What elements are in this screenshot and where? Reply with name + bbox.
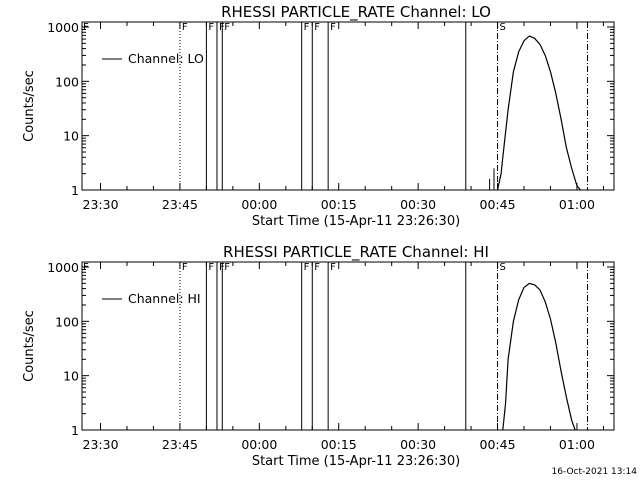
flag-label: F xyxy=(304,22,310,33)
x-tick-label: 23:30 xyxy=(83,437,119,452)
flag-label: F xyxy=(224,262,230,273)
x-tick-label: 23:45 xyxy=(162,197,198,212)
footer-timestamp: 16-Oct-2021 13:14 xyxy=(552,467,638,477)
y-tick-label: 10 xyxy=(63,369,79,384)
flag-label: F xyxy=(330,262,336,273)
x-tick-label: 01:00 xyxy=(559,437,595,452)
y-axis-label: Counts/sec xyxy=(22,310,37,382)
x-tick-label: 00:45 xyxy=(480,437,516,452)
y-tick-label: 10 xyxy=(63,129,79,144)
x-tick-label: 23:45 xyxy=(162,437,198,452)
chart-title: RHESSI PARTICLE_RATE Channel: HI xyxy=(223,243,489,262)
x-tick-label: 23:30 xyxy=(83,197,119,212)
y-tick-label: 1 xyxy=(71,183,79,198)
x-tick-label: 00:30 xyxy=(400,437,436,452)
y-tick-label: 1000 xyxy=(47,20,79,35)
x-tick-label: 00:15 xyxy=(321,437,357,452)
legend-label: Channel: HI xyxy=(128,291,201,306)
y-tick-label: 1 xyxy=(71,423,79,438)
y-axis-label: Counts/sec xyxy=(22,70,37,142)
chart-title: RHESSI PARTICLE_RATE Channel: LO xyxy=(221,3,491,22)
y-tick-label: 1000 xyxy=(47,260,79,275)
flag-label: S xyxy=(500,22,506,33)
x-axis-label: Start Time (15-Apr-11 23:26:30) xyxy=(252,454,460,469)
plot-frame xyxy=(81,261,615,431)
flag-label: F xyxy=(208,22,214,33)
flag-label: F xyxy=(330,22,336,33)
flag-label: F xyxy=(208,262,214,273)
x-tick-label: 00:00 xyxy=(241,197,277,212)
x-tick-label: 00:45 xyxy=(480,197,516,212)
x-axis-label: Start Time (15-Apr-11 23:26:30) xyxy=(252,214,460,229)
y-tick-label: 100 xyxy=(55,74,79,89)
flag-label: F xyxy=(182,262,188,273)
flag-label: F xyxy=(314,22,320,33)
chart-panel-lo: RHESSI PARTICLE_RATE Channel: LO 1 10 100 10… xyxy=(22,3,615,229)
series-line xyxy=(496,35,581,191)
x-tick-label: 00:15 xyxy=(321,197,357,212)
y-tick-label: 100 xyxy=(55,314,79,329)
plot-frame xyxy=(81,21,615,191)
flag-label: F xyxy=(83,262,89,273)
x-tick-label: 00:30 xyxy=(400,197,436,212)
flag-label: F xyxy=(83,22,89,33)
flag-label: S xyxy=(500,262,506,273)
x-tick-label: 00:00 xyxy=(241,437,277,452)
legend-label: Channel: LO xyxy=(128,51,204,66)
flag-label: F xyxy=(224,22,230,33)
flag-label: F xyxy=(304,262,310,273)
x-tick-label: 01:00 xyxy=(559,197,595,212)
series-line xyxy=(502,282,576,431)
chart-panel-hi: RHESSI PARTICLE_RATE Channel: HI 1 10 100 10… xyxy=(22,243,615,469)
flag-label: F xyxy=(182,22,188,33)
flag-label: F xyxy=(314,262,320,273)
